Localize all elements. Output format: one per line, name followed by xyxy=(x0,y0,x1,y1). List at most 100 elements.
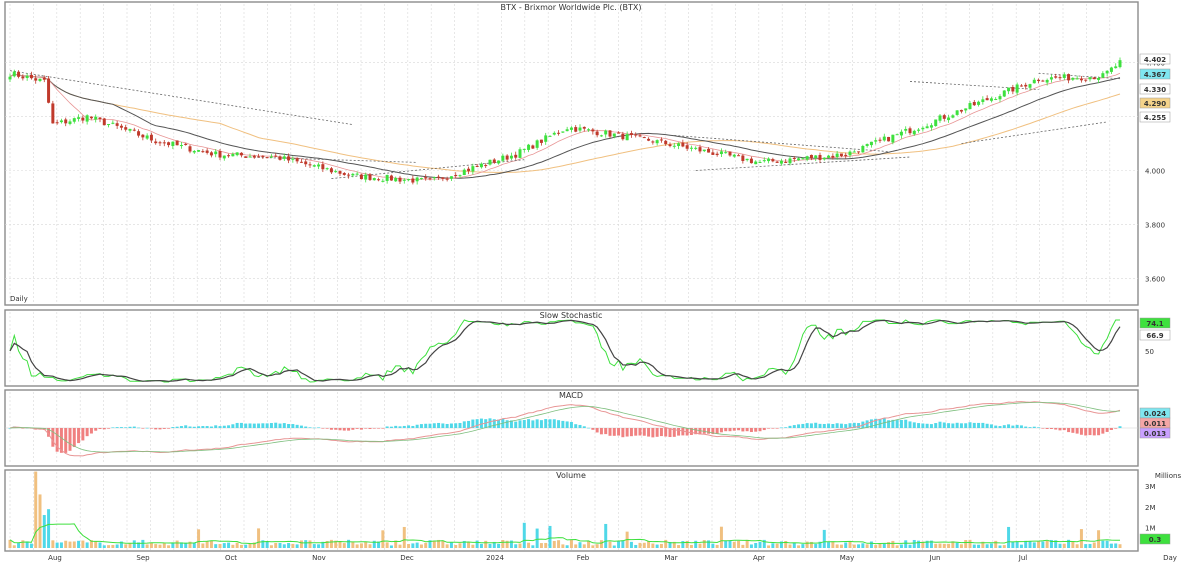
candle-body xyxy=(407,179,411,181)
macd-histogram-bar xyxy=(51,428,55,447)
candle-body xyxy=(145,135,149,139)
candle-body xyxy=(998,96,1002,100)
volume-bar xyxy=(1114,543,1118,548)
macd-histogram-bar xyxy=(381,428,385,429)
candle-body xyxy=(385,174,389,181)
candle-body xyxy=(711,152,715,155)
volume-bar xyxy=(938,543,942,548)
volume-bar xyxy=(12,545,16,548)
volume-bar xyxy=(771,543,775,548)
volume-bar xyxy=(29,543,33,548)
volume-bar xyxy=(261,540,265,548)
candle-body xyxy=(651,141,655,143)
candle-body xyxy=(942,115,946,119)
candle-body xyxy=(771,159,775,162)
volume-bar xyxy=(312,544,316,548)
volume-bar xyxy=(518,543,522,548)
candle-body xyxy=(179,145,183,147)
volume-bar xyxy=(831,541,835,548)
candle-body xyxy=(707,148,711,153)
volume-bar xyxy=(368,544,372,548)
macd-histogram-bar xyxy=(887,420,891,428)
candle-body xyxy=(295,158,299,162)
volume-bar xyxy=(955,542,959,548)
x-axis-label: 2024 xyxy=(486,554,504,562)
price-value-tag xyxy=(1139,68,1171,80)
volume-bar xyxy=(509,540,513,548)
macd-histogram-bar xyxy=(321,428,325,429)
x-axis-label: Oct xyxy=(225,554,237,562)
volume-bar xyxy=(321,541,325,548)
volume-bar xyxy=(989,543,993,548)
volume-bar xyxy=(801,544,805,548)
candle-body xyxy=(951,115,955,118)
volume-bar xyxy=(432,540,436,548)
price-value-tag-label: 4.367 xyxy=(1144,71,1166,79)
volume-bar xyxy=(1118,544,1122,548)
candle-body xyxy=(527,144,531,150)
macd-histogram-bar xyxy=(329,428,333,430)
candle-body xyxy=(1109,67,1113,72)
macd-histogram-bar xyxy=(437,422,441,428)
volume-bar xyxy=(642,542,646,548)
macd-histogram-bar xyxy=(115,427,119,428)
candle-body xyxy=(762,160,766,162)
stochastic-d-line xyxy=(9,319,1121,382)
volume-bar xyxy=(587,541,591,548)
footer-label: Day xyxy=(1163,554,1177,562)
macd-histogram-bar xyxy=(784,427,788,428)
macd-histogram-bar xyxy=(1037,427,1041,428)
candle-body xyxy=(831,155,835,158)
macd-histogram-bar xyxy=(1007,424,1011,428)
macd-histogram-bar xyxy=(1049,428,1053,429)
volume-bar xyxy=(359,543,363,548)
macd-histogram-bar xyxy=(68,428,72,451)
macd-histogram-bar xyxy=(827,423,831,428)
volume-bar xyxy=(591,545,595,548)
candle-body xyxy=(299,161,303,163)
trend-line xyxy=(909,81,1039,90)
macd-histogram-bar xyxy=(248,423,252,428)
volume-bar xyxy=(415,542,419,548)
volume-bar xyxy=(947,543,951,548)
volume-bar xyxy=(968,539,972,548)
volume-bar xyxy=(231,544,235,548)
candle-body xyxy=(869,141,873,146)
candle-body xyxy=(205,150,209,153)
volume-bar xyxy=(1105,540,1109,548)
macd-histogram-bar xyxy=(595,428,599,433)
candle-body xyxy=(548,135,552,137)
volume-y-tick-label: 2M xyxy=(1145,504,1156,512)
candle-body xyxy=(827,155,831,158)
volume-bar xyxy=(484,540,488,548)
price-y-tick-label: 4.000 xyxy=(1145,167,1165,175)
volume-bar xyxy=(347,539,351,548)
candle-body xyxy=(308,164,312,166)
macd-histogram-bar xyxy=(557,420,561,428)
candle-body xyxy=(887,136,891,142)
volume-value-tag-label: 0.3 xyxy=(1149,536,1162,544)
volume-bar xyxy=(882,543,886,548)
candle-body xyxy=(81,117,85,121)
volume-bar xyxy=(719,526,723,548)
macd-histogram-bar xyxy=(197,426,201,428)
candle-body xyxy=(784,161,788,163)
macd-histogram-bar xyxy=(479,418,483,428)
macd-histogram-bar xyxy=(239,422,243,428)
volume-bar xyxy=(85,542,89,548)
candle-body xyxy=(604,130,608,135)
candle-body xyxy=(758,162,762,164)
macd-histogram-bar xyxy=(441,423,445,428)
macd-histogram-bar xyxy=(428,423,432,428)
macd-histogram-bar xyxy=(299,425,303,428)
volume-bar xyxy=(617,541,621,548)
macd-histogram-bar xyxy=(874,418,878,428)
macd-histogram-bar xyxy=(162,428,166,429)
candle-body xyxy=(368,174,372,180)
volume-bar xyxy=(51,540,55,548)
candle-body xyxy=(741,155,745,161)
macd-histogram-bar xyxy=(835,423,839,428)
moving-average-fast-line xyxy=(9,72,1121,180)
candle-body xyxy=(844,154,848,157)
